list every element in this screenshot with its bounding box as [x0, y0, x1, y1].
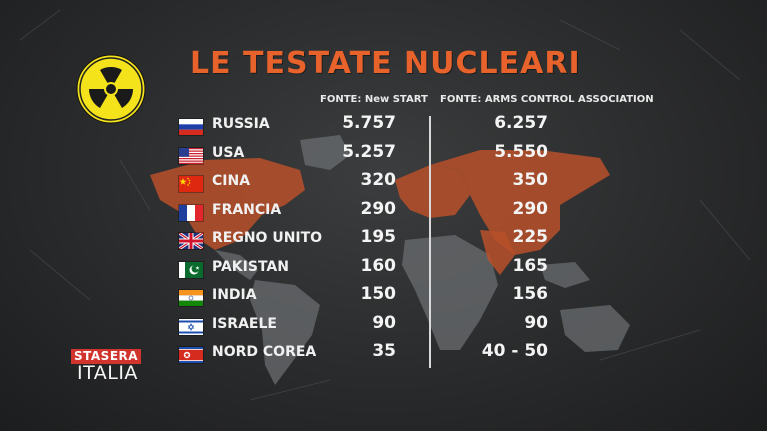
southeast-asia-shape: [540, 262, 590, 288]
radiation-icon: [76, 54, 146, 124]
new-start-value: 90: [372, 312, 396, 333]
country-name: PAKISTAN: [212, 258, 289, 275]
country-name: FRANCIA: [212, 201, 282, 218]
africa-shape: [402, 235, 498, 350]
arms-control-value: 5.550: [494, 141, 548, 162]
table-row: ISRAELE 90 90: [0, 312, 767, 340]
uk-flag-icon: [178, 232, 204, 250]
logo-top-text: STASERA: [71, 349, 142, 364]
europe-shape: [395, 165, 470, 218]
north-korea-flag-icon: [178, 346, 204, 364]
india-shape: [480, 230, 515, 275]
russia-flag-icon: [178, 118, 204, 136]
country-name: REGNO UNITO: [212, 230, 323, 246]
country-name: USA: [212, 144, 245, 161]
country-name: RUSSIA: [212, 116, 270, 132]
arms-control-value: 6.257: [494, 113, 548, 133]
asia-shape: [430, 150, 610, 255]
table-row: INDIA 150 156: [0, 283, 767, 311]
table-row: PAKISTAN 160 165: [0, 255, 767, 283]
new-start-value: 5.257: [342, 141, 396, 162]
arms-control-value: 90: [524, 312, 548, 333]
india-flag-icon: [178, 289, 204, 307]
new-start-value: 320: [360, 170, 397, 190]
arms-control-value: 40 - 50: [481, 341, 548, 361]
channel-logo: STASERA ITALIA: [71, 349, 151, 385]
source-new-start: FONTE: New START: [320, 94, 428, 105]
new-start-value: 150: [360, 284, 397, 304]
source-arms-control: FONTE: ARMS CONTROL ASSOCIATION: [440, 94, 654, 105]
south-america-shape: [250, 280, 320, 385]
logo-bottom-text: ITALIA: [77, 362, 138, 384]
table-row: FRANCIA 290 290: [0, 198, 767, 226]
australia-shape: [560, 305, 630, 352]
israel-flag-icon: [178, 317, 204, 336]
country-name: NORD COREA: [212, 344, 317, 360]
new-start-value: 195: [360, 227, 397, 247]
china-flag-icon: [178, 175, 204, 193]
new-start-value: 160: [360, 255, 397, 276]
arms-control-value: 165: [512, 255, 549, 276]
new-start-value: 290: [360, 198, 397, 219]
page-title: LE TESTATE NUCLEARI: [190, 46, 581, 81]
france-flag-icon: [178, 203, 204, 222]
central-america-shape: [215, 250, 258, 280]
table-row: NORD COREA 35 40 - 50: [0, 340, 767, 368]
arms-control-value: 290: [512, 198, 549, 219]
usa-flag-icon: [178, 146, 204, 165]
table-row: CINA 320 350: [0, 169, 767, 197]
country-name: ISRAELE: [212, 315, 277, 332]
pakistan-flag-icon: [178, 260, 204, 279]
arms-control-value: 156: [512, 284, 549, 304]
arms-control-value: 350: [512, 170, 549, 190]
arms-control-value: 225: [512, 227, 549, 247]
greenland-shape: [300, 135, 350, 170]
table-row: RUSSIA 5.757 6.257: [0, 112, 767, 140]
new-start-value: 5.757: [342, 113, 396, 133]
new-start-value: 35: [372, 341, 396, 361]
column-divider: [429, 116, 431, 368]
country-name: INDIA: [212, 287, 257, 303]
table-row: REGNO UNITO 195 225: [0, 226, 767, 254]
country-name: CINA: [212, 173, 251, 189]
table-row: USA 5.257 5.550: [0, 141, 767, 169]
